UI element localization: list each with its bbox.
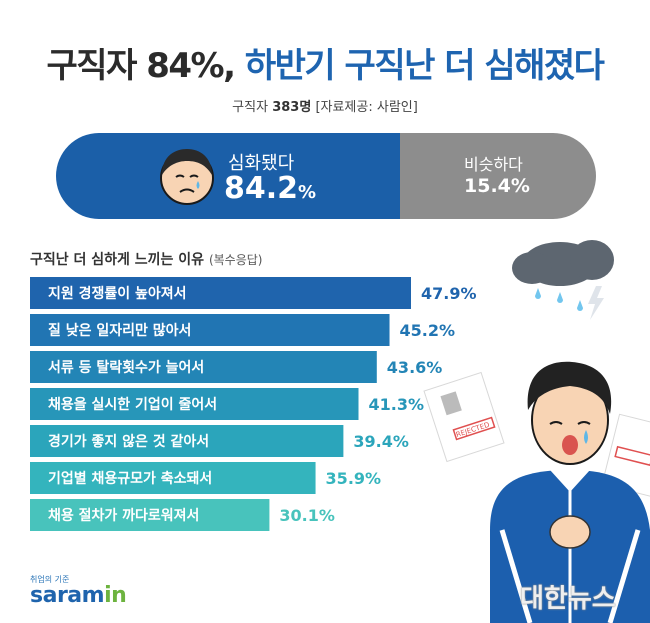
chart-title: 구직난 더 심하게 느끼는 이유 (복수응답) bbox=[30, 249, 262, 269]
bar-value-7: 30.1% bbox=[279, 506, 335, 525]
worse-unit: % bbox=[298, 182, 317, 203]
sad-jobseeker-illustration: REJECTED bbox=[423, 240, 650, 623]
bar-2 bbox=[30, 314, 390, 346]
bar-4 bbox=[30, 388, 359, 420]
bar-value-6: 35.9% bbox=[326, 469, 382, 488]
saramin-logo: 취업의 기준 saramin bbox=[30, 574, 127, 608]
summary-worse: 심화됐다 84.2% bbox=[56, 133, 400, 219]
worse-number: 84.2 bbox=[224, 171, 299, 206]
same-value: 15.4% bbox=[464, 175, 530, 197]
bar-value-4: 41.3% bbox=[369, 395, 425, 414]
bar-6 bbox=[30, 462, 316, 494]
subtitle-prefix: 구직자 bbox=[232, 100, 269, 115]
worse-value: 84.2% bbox=[224, 171, 316, 206]
bar-value-5: 39.4% bbox=[353, 432, 409, 451]
rejected-paper-icon: REJECTED bbox=[423, 371, 505, 463]
title-highlight: 구직자 84%, bbox=[46, 46, 236, 86]
worse-label: 심화됐다 bbox=[228, 153, 295, 174]
subtitle-count: 383명 bbox=[272, 100, 312, 115]
bar-1 bbox=[30, 277, 411, 309]
page-title: 구직자 84%, 하반기 구직난 더 심해졌다 bbox=[0, 38, 650, 87]
logo-tagline: 취업의 기준 bbox=[30, 575, 70, 584]
bar-7 bbox=[30, 499, 270, 531]
bar-value-2: 45.2% bbox=[400, 321, 456, 340]
bar-label-6: 기업별 채용규모가 축소돼서 bbox=[48, 470, 212, 487]
logo-in: in bbox=[104, 583, 127, 608]
bar-value-1: 47.9% bbox=[421, 284, 477, 303]
watermark: 대한뉴스 bbox=[520, 584, 616, 614]
summary-same: 비슷하다 15.4% bbox=[400, 133, 596, 219]
chart-note: (복수응답) bbox=[208, 253, 263, 267]
logo-saram: saram bbox=[30, 583, 105, 608]
bar-label-2: 질 낮은 일자리만 많아서 bbox=[48, 322, 191, 339]
subtitle-source: [자료제공: 사람인] bbox=[315, 100, 418, 115]
bar-label-3: 서류 등 탈락횟수가 늘어서 bbox=[48, 359, 204, 376]
worried-face-icon bbox=[160, 149, 214, 205]
bar-value-3: 43.6% bbox=[387, 358, 443, 377]
bar-label-7: 채용 절차가 까다로워져서 bbox=[48, 508, 199, 524]
title-main: 하반기 구직난 더 심해졌다 bbox=[244, 46, 605, 86]
bar-label-1: 지원 경쟁률이 높아져서 bbox=[48, 285, 187, 302]
subtitle: 구직자 383명 [자료제공: 사람인] bbox=[0, 96, 650, 115]
bar-label-5: 경기가 좋지 않은 것 같아서 bbox=[48, 433, 209, 450]
rain-cloud-icon bbox=[512, 240, 614, 320]
logo-wordmark: saramin bbox=[30, 583, 127, 608]
bar-label-4: 채용을 실시한 기업이 줄어서 bbox=[48, 396, 217, 413]
chart-title-text: 구직난 더 심하게 느끼는 이유 bbox=[30, 252, 205, 268]
same-label: 비슷하다 bbox=[464, 155, 523, 174]
summary-pill: 심화됐다 84.2% 비슷하다 15.4% bbox=[56, 133, 596, 219]
bar-3 bbox=[30, 351, 377, 383]
bar-5 bbox=[30, 425, 344, 457]
